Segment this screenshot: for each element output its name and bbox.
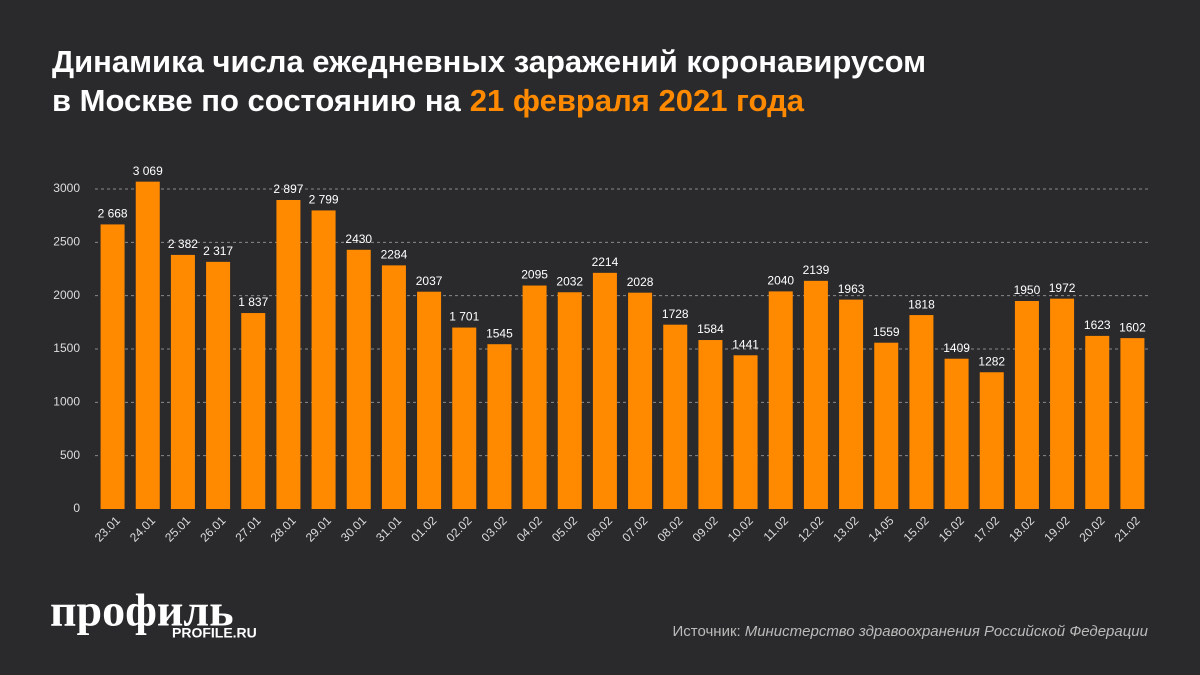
- value-label: 2037: [416, 274, 443, 288]
- bar: [979, 372, 1004, 509]
- value-label: 2284: [381, 248, 408, 262]
- value-label: 1441: [732, 337, 759, 351]
- logo-site: PROFILE.RU: [172, 625, 257, 641]
- bar: [1085, 335, 1110, 509]
- bar: [803, 280, 828, 509]
- y-tick-label: 500: [60, 448, 80, 462]
- value-label: 1728: [662, 307, 689, 321]
- source: Источник: Министерство здравоохранения Ро…: [673, 623, 1149, 640]
- bar: [417, 291, 442, 509]
- bar: [311, 210, 336, 509]
- source-label: Источник:: [673, 623, 741, 640]
- value-label: 2214: [592, 255, 619, 269]
- logo: профиль: [50, 585, 234, 636]
- bar: [874, 342, 899, 509]
- value-label: 3 069: [133, 164, 163, 178]
- bar: [592, 272, 617, 509]
- value-label: 1 701: [449, 310, 479, 324]
- value-label: 2430: [345, 232, 372, 246]
- value-label: 2 799: [309, 193, 339, 207]
- bar: [557, 292, 582, 509]
- bar: [522, 285, 547, 509]
- bar: [733, 355, 758, 509]
- bar: [170, 254, 195, 509]
- value-label: 1282: [978, 354, 1005, 368]
- chart-title: в Москве по состоянию на 21 февраля 2021 …: [52, 83, 805, 118]
- value-label: 2028: [627, 275, 654, 289]
- value-label: 1409: [943, 341, 970, 355]
- y-tick-label: 0: [73, 501, 80, 515]
- value-label: 1602: [1119, 320, 1146, 334]
- value-label: 1 837: [238, 295, 268, 309]
- y-tick-label: 1500: [53, 341, 80, 355]
- source-text: Министерство здравоохранения Российской …: [745, 623, 1149, 640]
- y-tick-label: 2000: [53, 288, 80, 302]
- value-label: 2 317: [203, 244, 233, 258]
- value-label: 2139: [803, 263, 830, 277]
- bar: [663, 324, 688, 509]
- bar: [135, 181, 160, 509]
- y-tick-label: 1000: [53, 395, 80, 409]
- bar: [1050, 298, 1075, 509]
- bar: [487, 344, 512, 509]
- bar: [768, 291, 793, 509]
- value-label: 1818: [908, 297, 935, 311]
- bar: [839, 299, 864, 509]
- value-label: 1545: [486, 326, 513, 340]
- value-label: 2032: [556, 274, 583, 288]
- bar: [909, 315, 934, 509]
- bar: [346, 249, 371, 510]
- bar: [276, 199, 301, 509]
- y-tick-label: 2500: [53, 235, 80, 249]
- value-label: 1950: [1014, 283, 1041, 297]
- bar: [628, 292, 653, 509]
- bar: [381, 265, 406, 509]
- value-label: 2095: [521, 268, 548, 282]
- value-label: 1584: [697, 322, 724, 336]
- title-line: в Москве по состоянию на: [52, 83, 462, 118]
- value-label: 2 668: [98, 207, 128, 221]
- bar: [452, 327, 477, 509]
- bar: [698, 340, 723, 509]
- value-label: 1963: [838, 282, 865, 296]
- chart-title: Динамика числа ежедневных заражений коро…: [52, 44, 926, 79]
- y-tick-label: 3000: [53, 181, 80, 195]
- bar: [241, 313, 266, 509]
- value-label: 2040: [767, 274, 794, 288]
- value-label: 1972: [1049, 281, 1076, 295]
- bar: [1014, 301, 1039, 509]
- bar: [206, 261, 231, 509]
- title-highlight: 21 февраля 2021 года: [470, 83, 805, 118]
- bar: [944, 358, 969, 509]
- value-label: 1559: [873, 325, 900, 339]
- bar: [100, 224, 125, 509]
- value-label: 1623: [1084, 318, 1111, 332]
- value-label: 2 897: [273, 182, 303, 196]
- bar: [1120, 338, 1145, 509]
- value-label: 2 382: [168, 237, 198, 251]
